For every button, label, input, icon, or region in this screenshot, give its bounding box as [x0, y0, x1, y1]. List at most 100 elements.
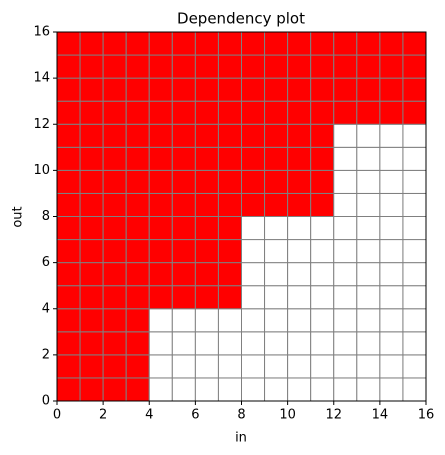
- cell: [333, 100, 358, 125]
- cell: [264, 31, 289, 56]
- cell: [125, 77, 150, 102]
- cell: [148, 31, 173, 56]
- cell: [356, 77, 381, 102]
- cell: [217, 77, 242, 102]
- cell: [194, 77, 219, 102]
- cell: [217, 146, 242, 171]
- cell: [79, 31, 104, 56]
- cell: [379, 354, 404, 379]
- cell: [79, 123, 104, 148]
- cell: [148, 308, 173, 333]
- cell: [125, 54, 150, 79]
- cell: [379, 169, 404, 194]
- cell: [241, 100, 266, 125]
- cell: [402, 285, 427, 310]
- cell: [171, 354, 196, 379]
- cell: [79, 308, 104, 333]
- cell: [333, 262, 358, 287]
- cell: [79, 377, 104, 402]
- cell: [148, 354, 173, 379]
- cell: [264, 308, 289, 333]
- cell: [379, 146, 404, 171]
- cell: [217, 285, 242, 310]
- cell: [287, 100, 312, 125]
- cell: [102, 216, 127, 241]
- cell: [264, 77, 289, 102]
- cell: [148, 239, 173, 264]
- cell: [79, 54, 104, 79]
- cell: [264, 192, 289, 217]
- cell: [241, 123, 266, 148]
- cell: [194, 100, 219, 125]
- cell: [310, 54, 335, 79]
- cell: [171, 239, 196, 264]
- cell: [287, 169, 312, 194]
- cell: [171, 31, 196, 56]
- cell: [56, 331, 81, 356]
- cell: [287, 239, 312, 264]
- cell: [56, 262, 81, 287]
- cell: [171, 216, 196, 241]
- cell: [379, 331, 404, 356]
- cell: [79, 169, 104, 194]
- cell: [310, 377, 335, 402]
- cell: [171, 192, 196, 217]
- cell: [194, 308, 219, 333]
- cell: [356, 146, 381, 171]
- cell: [171, 331, 196, 356]
- cell: [194, 31, 219, 56]
- cell: [402, 123, 427, 148]
- cell: [402, 54, 427, 79]
- cell: [148, 285, 173, 310]
- cell: [217, 54, 242, 79]
- cell: [217, 169, 242, 194]
- cell: [217, 354, 242, 379]
- cell: [102, 308, 127, 333]
- cell: [379, 308, 404, 333]
- cell: [264, 354, 289, 379]
- cell: [102, 377, 127, 402]
- cell: [102, 239, 127, 264]
- cell: [356, 100, 381, 125]
- cell: [56, 354, 81, 379]
- cell: [194, 285, 219, 310]
- cell: [333, 169, 358, 194]
- cell: [148, 77, 173, 102]
- cell: [356, 354, 381, 379]
- cell: [56, 216, 81, 241]
- cell: [125, 331, 150, 356]
- cell: [356, 123, 381, 148]
- cell: [264, 54, 289, 79]
- cell: [79, 100, 104, 125]
- cell: [287, 192, 312, 217]
- cell: [171, 146, 196, 171]
- cell: [310, 308, 335, 333]
- cell: [402, 216, 427, 241]
- cell: [333, 54, 358, 79]
- cell: [310, 146, 335, 171]
- cell: [125, 31, 150, 56]
- cell: [194, 216, 219, 241]
- cell: [379, 377, 404, 402]
- cell: [56, 54, 81, 79]
- cell: [194, 192, 219, 217]
- cell: [194, 377, 219, 402]
- cell: [402, 169, 427, 194]
- cell: [402, 239, 427, 264]
- cell: [148, 123, 173, 148]
- cell: [333, 123, 358, 148]
- cell: [194, 239, 219, 264]
- cell: [310, 239, 335, 264]
- y-tick-label: 12: [33, 117, 50, 132]
- cell: [333, 192, 358, 217]
- cell: [402, 262, 427, 287]
- cell: [56, 31, 81, 56]
- cell: [264, 377, 289, 402]
- cell: [217, 100, 242, 125]
- cell: [287, 308, 312, 333]
- cell: [241, 54, 266, 79]
- cell: [333, 31, 358, 56]
- cell: [241, 331, 266, 356]
- cell: [217, 377, 242, 402]
